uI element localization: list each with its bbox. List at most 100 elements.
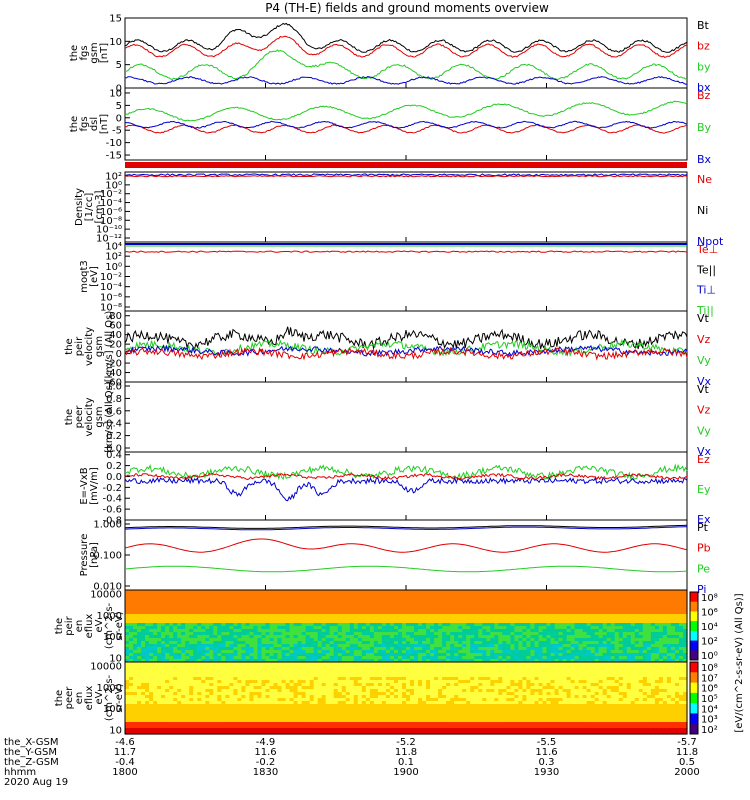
panel-peer-velocity: thepeervelocitygsm[km/s] (All Qs)1.00.8 0… (64, 381, 712, 458)
colorbar-tick: 10⁰ (701, 651, 718, 662)
colorbar-tick: 10⁸ (701, 663, 718, 674)
ytick-label: 10 (109, 654, 122, 665)
ytick-label: 10⁴ (105, 242, 122, 253)
plot-title: P4 (TH-E) fields and ground moments over… (265, 1, 549, 15)
ylabel-line: gsm (94, 406, 105, 427)
ytick-label: 1000 (97, 611, 122, 622)
ytick-label: 0.010 (93, 582, 122, 593)
legend-pi: Pi (697, 583, 706, 596)
ytick-label: -60 (106, 378, 122, 389)
ylabel-line: the (64, 338, 75, 354)
legend-vy: Vy (697, 354, 711, 367)
ytick-label: 80 (109, 311, 122, 322)
legend-vy: Vy (697, 424, 711, 437)
ylabel-line: eV (94, 619, 105, 632)
Bt-trace (124, 22, 688, 53)
panel-e-field: E=-VxB[mV/m] 0.40.20.0-0.2-0.4-0.6-0.8 Ez E… (79, 450, 711, 526)
footer-value: -0.2 (256, 757, 276, 768)
ylabel-line: velocity (84, 397, 95, 436)
ylabel-line: [km/s] (All Qs) (104, 311, 115, 383)
ylabel-line: the (64, 409, 75, 425)
ylabel-line: [eV] (89, 266, 100, 287)
ytick-label: 5 (116, 60, 122, 71)
ytick-label: 10⁰ (105, 262, 122, 273)
panel-fgs-gsm: thefgsgsm[nT] 15 10 5 0 Bt bz by bx (69, 14, 711, 95)
ylabel-line: eflux (84, 614, 95, 639)
ylabel-line: en (74, 620, 85, 633)
ylabel-line: fgs (79, 116, 90, 131)
Ni-trace (124, 175, 688, 178)
Te-trace (124, 250, 688, 253)
legend-ni: Ni (697, 204, 708, 217)
ytick-label: 0.8 (106, 394, 122, 405)
peer-eflux-spectrogram (125, 662, 688, 735)
ytick-label: 15 (109, 14, 122, 25)
ytick-label: 100 (103, 632, 122, 643)
ytick-label: -40 (106, 368, 122, 379)
ylabel-line: the (54, 618, 65, 634)
legend-vz: Vz (697, 333, 711, 346)
legend-bt: Bt (697, 19, 710, 32)
Ex-trace (124, 476, 688, 502)
ylabel-line: peir (64, 615, 75, 635)
legend-ti: Ti|| (696, 304, 714, 317)
ylabel-line: dsl (89, 117, 100, 131)
ytick-label: 1.000 (93, 520, 122, 531)
ytick-label: 0 (116, 113, 122, 124)
panel-ylabel: E=-VxB[mV/m] (79, 467, 100, 505)
Ey-trace (125, 463, 688, 481)
ytick-label: -0.2 (102, 483, 122, 494)
legend-ey: Ey (697, 483, 711, 496)
ytick-label: -15 (106, 151, 122, 162)
ylabel-line: fgs (79, 45, 90, 60)
ytick-label: -0.4 (102, 494, 122, 505)
footer-value: 0.3 (539, 757, 555, 768)
ytick-label: 0.0 (106, 472, 122, 483)
ytick-label: 100 (103, 704, 122, 715)
colorbar-peir: 10⁸ 10⁶ 10⁴ 10² 10⁰ (689, 591, 718, 662)
panel-ylabel: Pressure[nPa] (79, 534, 100, 577)
ylabel-line: [1/cc] (84, 193, 95, 222)
panel-frame (124, 17, 688, 89)
Bx-trace (124, 120, 688, 129)
panel-frame (124, 519, 688, 591)
peir-eflux-spectrogram (125, 590, 688, 663)
ytick-label: -5 (112, 126, 122, 137)
panel-peir-velocity: thepeirvelocitygsm[km/s] (All Qs)8060402… (64, 310, 712, 389)
ylabel-line: sr-eV) (114, 683, 125, 712)
legend-ti: Ti⊥ (696, 284, 716, 297)
footer-value: 1800 (112, 767, 137, 778)
legend-vx: Vx (697, 445, 712, 458)
ytick-label: 1.0 (106, 382, 122, 393)
panel-frame (124, 381, 688, 453)
Vt-trace (124, 326, 688, 351)
ytick-label: 0.4 (106, 450, 122, 461)
ytick-label: 10⁻² (100, 272, 122, 283)
Pe-trace (124, 565, 688, 573)
ylabel-line: gsm (89, 42, 100, 63)
panel-frame (124, 87, 688, 161)
colorbar-tick: 10² (701, 637, 718, 648)
ytick-label: -20 (106, 359, 122, 370)
colorbar-tick: 10⁷ (701, 673, 718, 684)
ytick-label: 0.2 (106, 431, 122, 442)
ytick-label: 10 (109, 37, 122, 48)
ylabel-line: peer (74, 405, 85, 429)
by-trace (124, 49, 688, 81)
footer-value: 11.8 (395, 747, 417, 758)
ytick-label: 10⁻⁶ (100, 292, 122, 303)
panel-ylabel: thepeervelocitygsm[km/s] (All Qs) (64, 381, 115, 453)
legend-te: Te⊥ (696, 243, 718, 256)
ytick-label: 40 (109, 330, 122, 341)
colorbar-tick: 10⁵ (701, 694, 718, 705)
ylabel-line: gsm (94, 336, 105, 357)
ylabel-line: moqt3 (79, 260, 90, 293)
ylabel-line: the (54, 690, 65, 706)
panel-ylabel: moqt3[eV] (79, 260, 100, 293)
legend-te: Te|| (696, 263, 716, 276)
legend-vx: Vx (697, 375, 712, 388)
colorbar-tick: 10⁸ (701, 593, 718, 604)
panel-frame (124, 310, 688, 383)
footer-row-label: the_X-GSM (4, 737, 58, 748)
